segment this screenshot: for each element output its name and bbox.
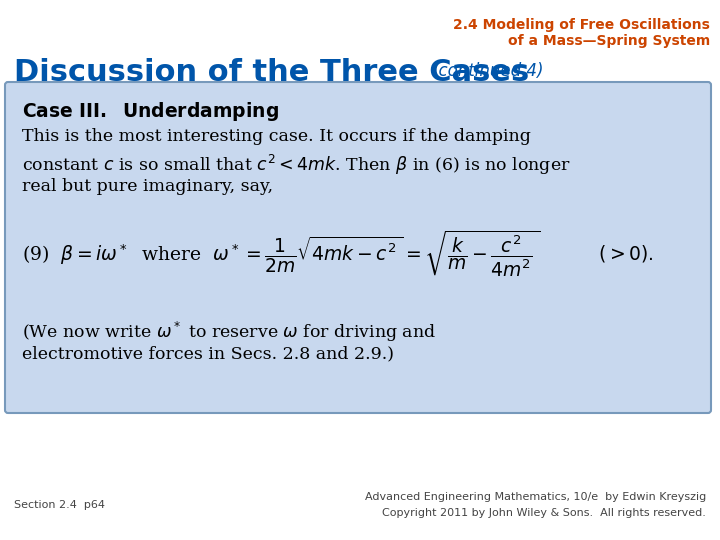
FancyBboxPatch shape [5, 82, 711, 413]
Text: (continued 4): (continued 4) [432, 62, 544, 80]
Text: Copyright 2011 by John Wiley & Sons.  All rights reserved.: Copyright 2011 by John Wiley & Sons. All… [382, 508, 706, 518]
Text: (We now write $\omega^*$ to reserve $\omega$ for driving and: (We now write $\omega^*$ to reserve $\om… [22, 320, 436, 344]
Text: This is the most interesting case. It occurs if the damping: This is the most interesting case. It oc… [22, 128, 531, 145]
Text: (9)  $\beta = i\omega^*$  where  $\omega^* = \dfrac{1}{2m}\sqrt{4mk - c^2\,} = \: (9) $\beta = i\omega^*$ where $\omega^* … [22, 228, 654, 278]
Text: of a Mass—Spring System: of a Mass—Spring System [508, 34, 710, 48]
Text: 2.4 Modeling of Free Oscillations: 2.4 Modeling of Free Oscillations [453, 18, 710, 32]
Text: constant $c$ is so small that $c^2 < 4mk$. Then $\beta$ in (6) is no longer: constant $c$ is so small that $c^2 < 4mk… [22, 153, 571, 177]
Text: electromotive forces in Secs. 2.8 and 2.9.): electromotive forces in Secs. 2.8 and 2.… [22, 345, 394, 362]
Text: $\bf{Case\ III.\ \ Underdamping}$: $\bf{Case\ III.\ \ Underdamping}$ [22, 100, 279, 123]
Text: Advanced Engineering Mathematics, 10/e  by Edwin Kreyszig: Advanced Engineering Mathematics, 10/e b… [365, 492, 706, 502]
Text: real but pure imaginary, say,: real but pure imaginary, say, [22, 178, 273, 195]
Text: Discussion of the Three Cases: Discussion of the Three Cases [14, 58, 529, 87]
Text: Section 2.4  p64: Section 2.4 p64 [14, 500, 105, 510]
